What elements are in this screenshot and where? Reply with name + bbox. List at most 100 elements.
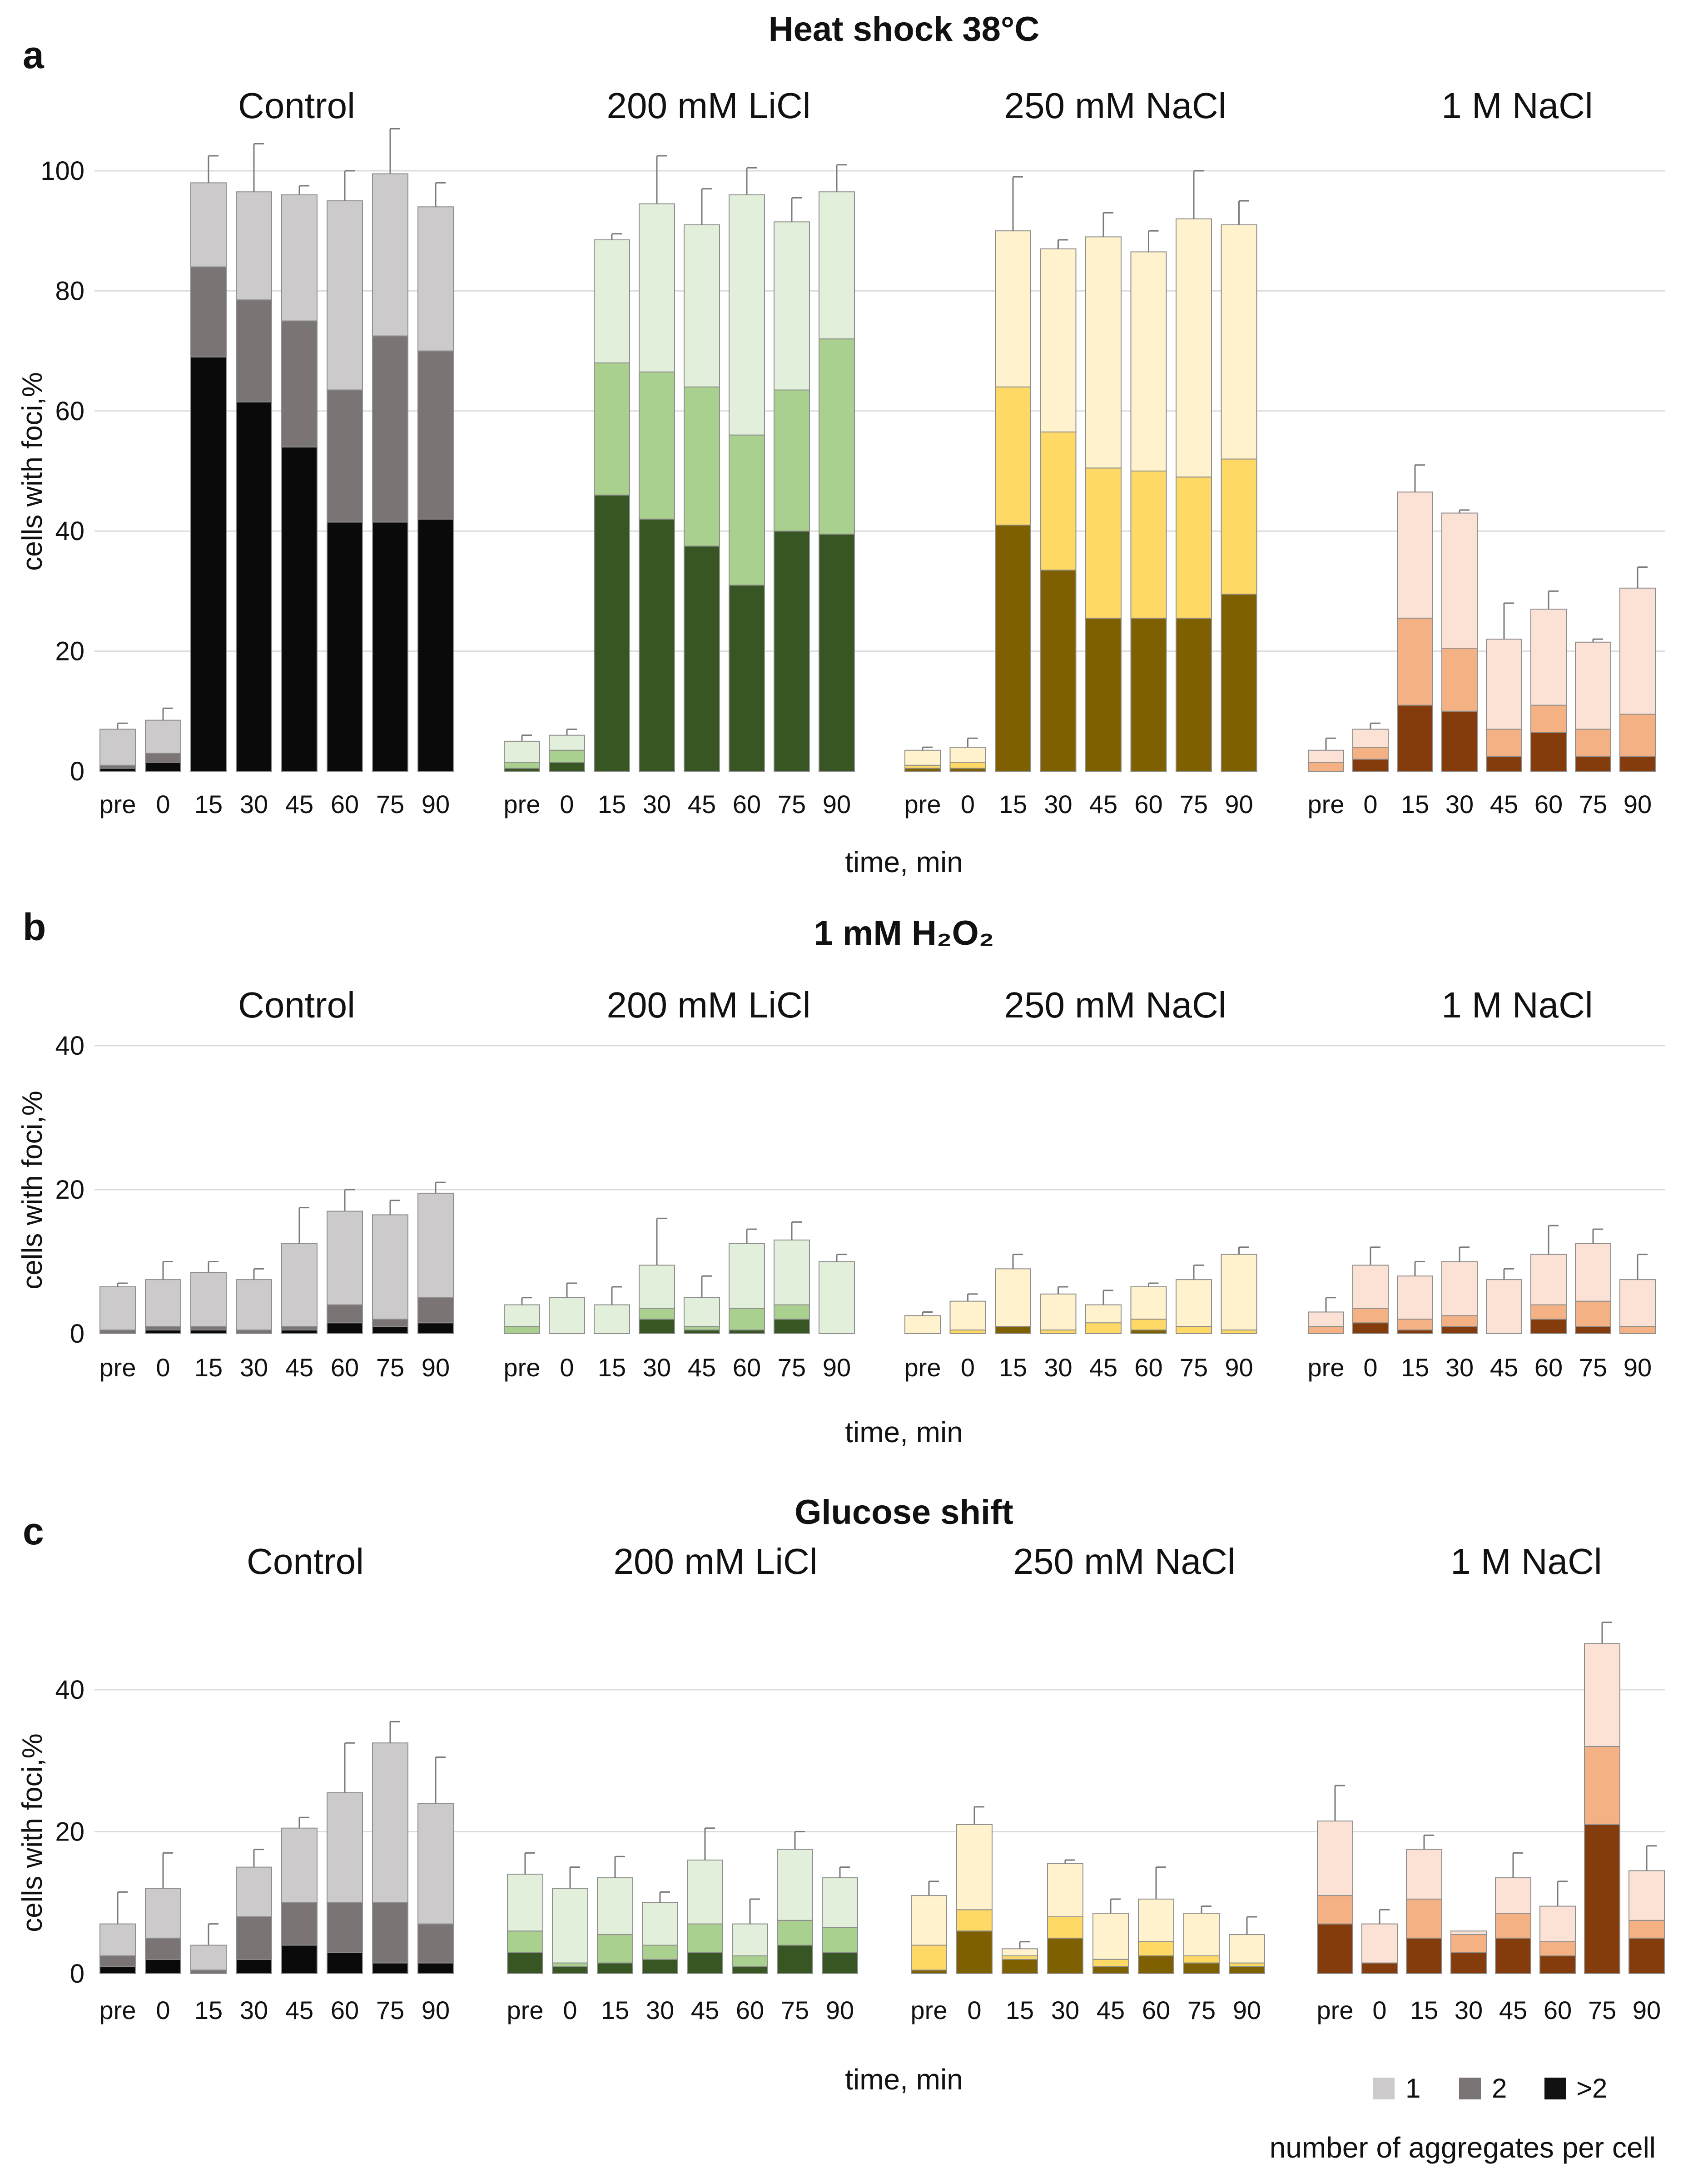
bar-segment-2 <box>549 749 585 763</box>
bar-segment-gt2 <box>732 1966 768 1974</box>
bar-segment-gt2 <box>819 533 855 772</box>
bar-segment-1 <box>236 1279 272 1331</box>
bar-segment-1 <box>1130 251 1167 471</box>
y-tick-label: 60 <box>55 397 84 426</box>
bar-segment-2 <box>911 1945 947 1971</box>
bar-segment-gt2 <box>1183 1962 1220 1974</box>
bar-segment-1 <box>1176 218 1212 478</box>
bar-segment-gt2 <box>1397 705 1433 772</box>
bar-segment-1 <box>1352 1265 1389 1309</box>
x-tick-label: 75 <box>376 790 404 819</box>
bar-segment-2 <box>639 1308 675 1320</box>
bar-segment-1 <box>995 1268 1031 1327</box>
x-tick-label: 0 <box>560 1353 574 1382</box>
x-tick-label: 75 <box>376 1996 404 2024</box>
bar-segment-2 <box>372 1902 408 1964</box>
x-tick-label: 60 <box>733 790 761 819</box>
bar-segment-1 <box>507 1874 543 1932</box>
x-tick-label: 45 <box>1089 790 1117 819</box>
bar-segment-2 <box>1495 1913 1531 1939</box>
x-tick-label: 60 <box>1534 790 1563 819</box>
bar-segment-gt2 <box>99 1966 136 1974</box>
x-tick-label: pre <box>904 1353 941 1382</box>
bar-segment-1 <box>327 1211 363 1305</box>
x-tick-label: 45 <box>691 1996 719 2024</box>
bar-segment-1 <box>190 1272 227 1327</box>
bar-segment-1 <box>1229 1934 1265 1964</box>
x-tick-label: 15 <box>1006 1996 1034 2024</box>
bar-segment-2 <box>236 299 272 402</box>
bar-segment-1 <box>777 1849 813 1921</box>
bar-segment-gt2 <box>687 1952 723 1974</box>
group-title: 250 mM NaCl <box>1013 1541 1235 1582</box>
bar-segment-2 <box>1441 647 1478 712</box>
bar-segment-gt2 <box>684 546 720 772</box>
bar-segment-gt2 <box>552 1966 588 1974</box>
bar-segment-2 <box>729 434 765 586</box>
x-tick-label: 60 <box>1544 1996 1572 2024</box>
bar-segment-gt2 <box>777 1945 813 1974</box>
group-title: 200 mM LiCl <box>613 1541 817 1582</box>
bar-segment-2 <box>1047 1916 1083 1939</box>
x-tick-label: 75 <box>376 1353 404 1382</box>
group-title: 200 mM LiCl <box>606 85 810 126</box>
bar-segment-gt2 <box>1450 1952 1487 1974</box>
bar-segment-2 <box>507 1930 543 1953</box>
bar-segment-1 <box>774 221 810 391</box>
x-tick-label: 30 <box>1051 1996 1079 2024</box>
bar-segment-gt2 <box>774 1319 810 1335</box>
bar-segment-2 <box>1397 617 1433 706</box>
bar-segment-2 <box>1040 432 1077 571</box>
bar-segment-1 <box>145 719 181 754</box>
x-tick-label: 90 <box>1633 1996 1661 2024</box>
bar-segment-gt2 <box>1130 1330 1167 1334</box>
bar-segment-2 <box>822 1927 858 1953</box>
x-tick-label: 15 <box>194 1353 223 1382</box>
x-axis-label: time, min <box>845 2063 963 2096</box>
bar-segment-1 <box>372 173 408 337</box>
bar-segment-gt2 <box>1619 755 1656 772</box>
bar-segment-gt2 <box>642 1959 678 1974</box>
bar-segment-2 <box>729 1308 765 1331</box>
bar-segment-2 <box>1352 747 1389 760</box>
bar-segment-1 <box>372 1214 408 1320</box>
bar-segment-1 <box>1629 1870 1665 1921</box>
bar-segment-gt2 <box>327 521 363 772</box>
x-tick-label: 30 <box>1044 790 1072 819</box>
bar-segment-gt2 <box>774 531 810 772</box>
bar-segment-1 <box>687 1860 723 1925</box>
bar-segment-2 <box>372 335 408 523</box>
x-tick-label: 0 <box>156 1353 170 1382</box>
bar-segment-2 <box>1138 1941 1174 1956</box>
bar-segment-1 <box>911 1895 947 1946</box>
x-tick-label: 15 <box>601 1996 629 2024</box>
bar-segment-gt2 <box>417 1962 454 1974</box>
x-tick-label: 15 <box>598 1353 626 1382</box>
bar-segment-1 <box>729 194 765 436</box>
x-tick-label: 30 <box>646 1996 674 2024</box>
bar-segment-2 <box>1085 467 1122 619</box>
bar-segment-gt2 <box>1441 1326 1478 1334</box>
bar-segment-2 <box>1176 476 1212 619</box>
x-tick-label: 15 <box>999 1353 1027 1382</box>
y-axis-label: cells with foci,% <box>17 1091 48 1290</box>
bar-segment-1 <box>1085 1304 1122 1324</box>
y-tick-label: 40 <box>55 516 84 546</box>
x-tick-label: 75 <box>781 1996 809 2024</box>
x-tick-label: 30 <box>643 790 671 819</box>
bar-segment-1 <box>729 1243 765 1309</box>
bar-segment-gt2 <box>1176 617 1212 772</box>
bar-segment-2 <box>190 1970 227 1974</box>
x-tick-label: 90 <box>823 790 851 819</box>
bar-segment-1 <box>1040 248 1077 433</box>
bar-segment-1 <box>327 1792 363 1903</box>
bar-segment-gt2 <box>145 762 181 772</box>
x-tick-label: 45 <box>1490 1353 1518 1382</box>
bar-segment-2 <box>1229 1962 1265 1967</box>
x-tick-label: 60 <box>1134 1353 1162 1382</box>
bar-segment-gt2 <box>995 1326 1031 1334</box>
x-tick-label: 45 <box>688 790 716 819</box>
bar-segment-2 <box>327 389 363 523</box>
x-tick-label: pre <box>1308 790 1345 819</box>
bar-segment-1 <box>597 1877 633 1935</box>
